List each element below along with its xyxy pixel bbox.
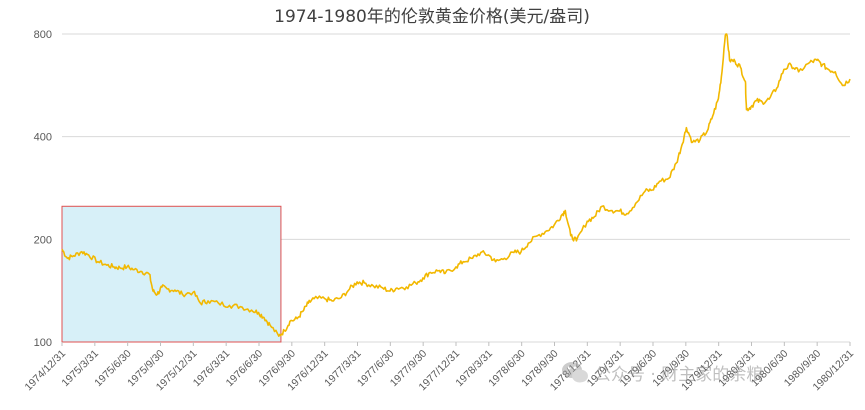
- watermark: 公众号 · 财主家的余粮: [562, 362, 763, 385]
- y-tick-label: 200: [34, 234, 52, 246]
- series-layer: [61, 33, 851, 338]
- x-tick-label: 1974/12/31: [22, 348, 68, 394]
- highlight-box: [61, 205, 282, 343]
- chart-title: 1974-1980年的伦敦黄金价格(美元/盎司): [274, 7, 590, 27]
- series-line-0: [61, 33, 851, 338]
- y-axis: 100 200 400 800: [34, 29, 52, 349]
- y-tick-label: 100: [34, 337, 52, 349]
- highlight-layer: [61, 205, 282, 343]
- watermark-text: 公众号 · 财主家的余粮: [594, 365, 763, 385]
- y-tick-label: 400: [34, 132, 52, 144]
- wechat-icon: [562, 362, 588, 383]
- y-tick-label: 800: [34, 29, 52, 41]
